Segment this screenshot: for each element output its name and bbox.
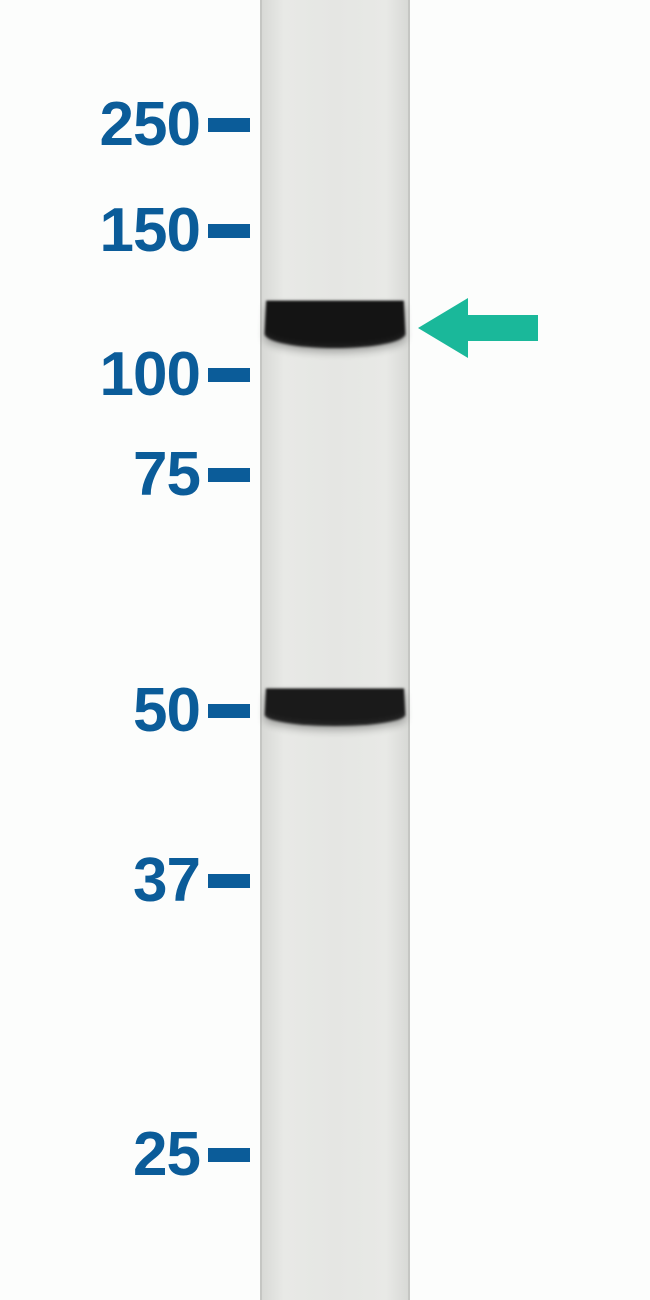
mw-marker-dash xyxy=(208,368,250,382)
mw-marker-150: 150 xyxy=(0,195,250,266)
mw-marker-label: 75 xyxy=(0,439,200,510)
protein-band-1 xyxy=(264,688,406,726)
mw-marker-dash xyxy=(208,118,250,132)
blot-lane xyxy=(260,0,410,1300)
mw-marker-75: 75 xyxy=(0,439,250,510)
mw-marker-dash xyxy=(208,1148,250,1162)
mw-marker-50: 50 xyxy=(0,675,250,746)
mw-marker-dash xyxy=(208,704,250,718)
mw-marker-250: 250 xyxy=(0,89,250,160)
western-blot-diagram: 250 150 100 75 50 37 25 xyxy=(0,0,650,1300)
target-band-arrow xyxy=(418,298,538,358)
mw-marker-dash xyxy=(208,224,250,238)
mw-marker-25: 25 xyxy=(0,1119,250,1190)
mw-marker-label: 100 xyxy=(0,339,200,410)
mw-marker-dash xyxy=(208,874,250,888)
mw-marker-100: 100 xyxy=(0,339,250,410)
mw-marker-label: 25 xyxy=(0,1119,200,1190)
protein-band-0 xyxy=(264,301,406,349)
mw-marker-label: 37 xyxy=(0,845,200,916)
mw-marker-37: 37 xyxy=(0,845,250,916)
mw-marker-label: 150 xyxy=(0,195,200,266)
mw-marker-label: 50 xyxy=(0,675,200,746)
mw-marker-label: 250 xyxy=(0,89,200,160)
arrow-icon xyxy=(418,298,538,358)
mw-marker-dash xyxy=(208,468,250,482)
